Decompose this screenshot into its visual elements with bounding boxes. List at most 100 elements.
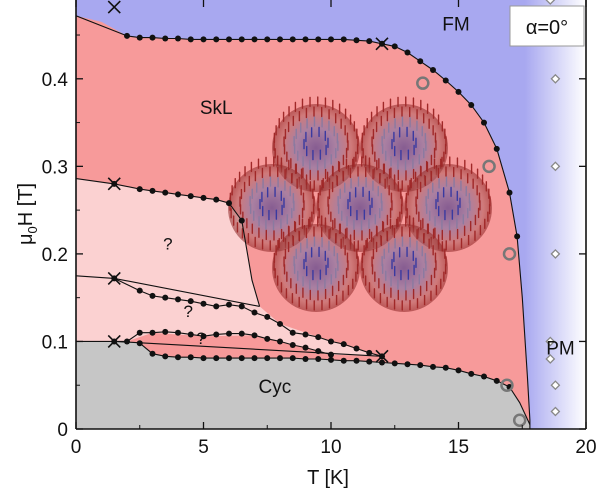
cross-marker <box>375 37 389 51</box>
data-point <box>226 355 232 362</box>
data-point <box>468 102 475 109</box>
y-tick-label: 0.1 <box>42 332 68 353</box>
data-point <box>506 189 513 196</box>
data-point <box>149 329 156 336</box>
open-circle-marker <box>500 378 514 392</box>
data-point <box>417 58 424 65</box>
data-point <box>468 370 475 377</box>
data-point <box>136 329 143 336</box>
data-point <box>264 355 271 362</box>
data-point <box>149 187 156 194</box>
data-point <box>315 355 322 362</box>
cross-marker <box>107 334 121 349</box>
data-point <box>136 186 143 193</box>
data-point <box>328 338 334 345</box>
x-tick-label: 20 <box>575 437 596 458</box>
data-point <box>238 36 245 43</box>
data-point <box>481 373 487 380</box>
y-tick-label: 0 <box>57 420 68 441</box>
data-point <box>149 292 156 299</box>
data-point <box>277 338 283 345</box>
phase-label: ? <box>163 235 172 254</box>
data-point <box>200 333 207 340</box>
data-point <box>289 341 296 348</box>
skyrmion <box>360 216 448 312</box>
y-axis-label: μ0H [T] <box>15 183 40 245</box>
data-point <box>302 331 309 338</box>
data-point <box>340 341 347 348</box>
data-point <box>213 303 220 310</box>
open-circle-marker <box>512 413 527 427</box>
data-point <box>175 35 181 42</box>
data-point <box>391 43 398 50</box>
data-point <box>162 294 169 301</box>
phase-boundary-line <box>76 275 383 357</box>
data-point <box>455 88 462 95</box>
open-circle-marker <box>482 159 496 174</box>
data-point <box>289 329 296 336</box>
data-point <box>264 313 271 320</box>
pm-region <box>524 0 586 429</box>
cross-marker <box>375 349 389 363</box>
data-point <box>353 357 360 364</box>
data-point <box>366 358 373 365</box>
diamond-marker <box>550 161 561 172</box>
data-point <box>136 340 143 347</box>
diamond-marker <box>545 336 556 347</box>
data-point <box>328 36 334 43</box>
data-point <box>289 36 296 43</box>
data-point <box>124 32 130 39</box>
data-point <box>175 329 181 336</box>
data-point <box>200 36 207 43</box>
y-tick-label: 0.4 <box>42 70 69 91</box>
data-point <box>200 300 207 307</box>
diamond-marker <box>550 380 561 391</box>
data-point <box>315 334 322 341</box>
x-tick-label: 15 <box>448 437 469 458</box>
diamond-marker <box>545 0 556 5</box>
data-point <box>302 344 309 351</box>
data-point <box>455 367 462 374</box>
annotation-box <box>509 5 585 47</box>
data-point <box>251 355 258 362</box>
data-point <box>277 36 283 43</box>
cross-marker <box>107 0 121 14</box>
data-point <box>187 354 194 361</box>
phase-boundary-line <box>114 340 383 357</box>
x-axis-label: T [K] <box>307 467 349 489</box>
data-point <box>238 303 245 310</box>
cross-marker <box>107 177 121 191</box>
y-tick-label: 0.2 <box>42 245 68 266</box>
data-point <box>430 363 436 370</box>
data-point <box>302 355 309 362</box>
data-point <box>200 355 207 362</box>
svg-text:μ0H [T]: μ0H [T] <box>15 183 40 245</box>
data-point <box>226 200 232 207</box>
phase-label: ? <box>183 302 192 321</box>
data-point <box>187 298 194 305</box>
data-point <box>315 348 322 355</box>
x-tick-label: 5 <box>198 437 209 458</box>
data-point <box>264 335 271 342</box>
data-point <box>417 362 424 369</box>
data-point <box>366 38 373 45</box>
data-point <box>251 36 258 43</box>
data-point <box>493 377 500 384</box>
data-point <box>404 49 411 56</box>
data-point <box>404 361 411 368</box>
data-point <box>162 328 169 335</box>
data-point <box>514 233 521 240</box>
data-point <box>340 36 347 43</box>
data-point <box>187 36 194 43</box>
data-point <box>264 36 271 43</box>
data-point <box>353 345 360 352</box>
data-point <box>149 350 156 357</box>
data-point <box>175 191 181 198</box>
data-point <box>226 330 232 337</box>
phase-label: SkL <box>200 98 233 119</box>
phase-label: ? <box>196 329 205 348</box>
data-point <box>213 36 220 43</box>
data-point <box>187 331 194 338</box>
data-point <box>162 189 169 196</box>
data-point <box>136 287 143 294</box>
